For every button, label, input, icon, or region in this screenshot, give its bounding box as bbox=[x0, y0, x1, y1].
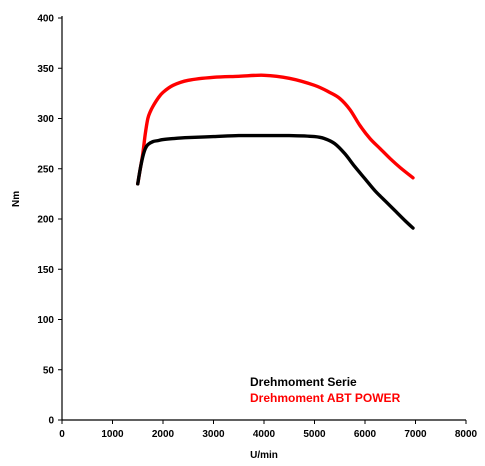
y-tick-label: 350 bbox=[37, 64, 54, 75]
legend-label-1: Drehmoment ABT POWER bbox=[250, 391, 401, 405]
y-axis-title: Nm bbox=[11, 191, 22, 207]
x-tick-label: 4000 bbox=[253, 429, 276, 440]
x-tick-label: 0 bbox=[59, 429, 65, 440]
x-tick-label: 5000 bbox=[303, 429, 326, 440]
legend-layer: Drehmoment Serie Drehmoment ABT POWER bbox=[250, 375, 401, 405]
y-tick-label: 300 bbox=[37, 114, 54, 125]
y-tick-label: 100 bbox=[37, 315, 54, 326]
x-tick-label: 2000 bbox=[152, 429, 175, 440]
series-line-1 bbox=[136, 73, 415, 186]
y-tick-label: 50 bbox=[43, 365, 55, 376]
series-layer bbox=[136, 73, 415, 230]
legend-label-0: Drehmoment Serie bbox=[250, 375, 357, 389]
y-tick-label: 150 bbox=[37, 265, 54, 276]
x-tick-label: 6000 bbox=[354, 429, 377, 440]
y-tick-label: 200 bbox=[37, 215, 54, 226]
y-tick-label: 250 bbox=[37, 164, 54, 175]
y-tick-label: 400 bbox=[37, 14, 54, 25]
x-tick-label: 1000 bbox=[101, 429, 124, 440]
y-tick-label: 0 bbox=[48, 416, 54, 427]
x-axis-title: U/min bbox=[250, 450, 278, 461]
x-tick-label: 7000 bbox=[404, 429, 427, 440]
x-tick-label: 3000 bbox=[202, 429, 225, 440]
x-tick-label: 8000 bbox=[455, 429, 478, 440]
series-line-0 bbox=[136, 133, 415, 230]
